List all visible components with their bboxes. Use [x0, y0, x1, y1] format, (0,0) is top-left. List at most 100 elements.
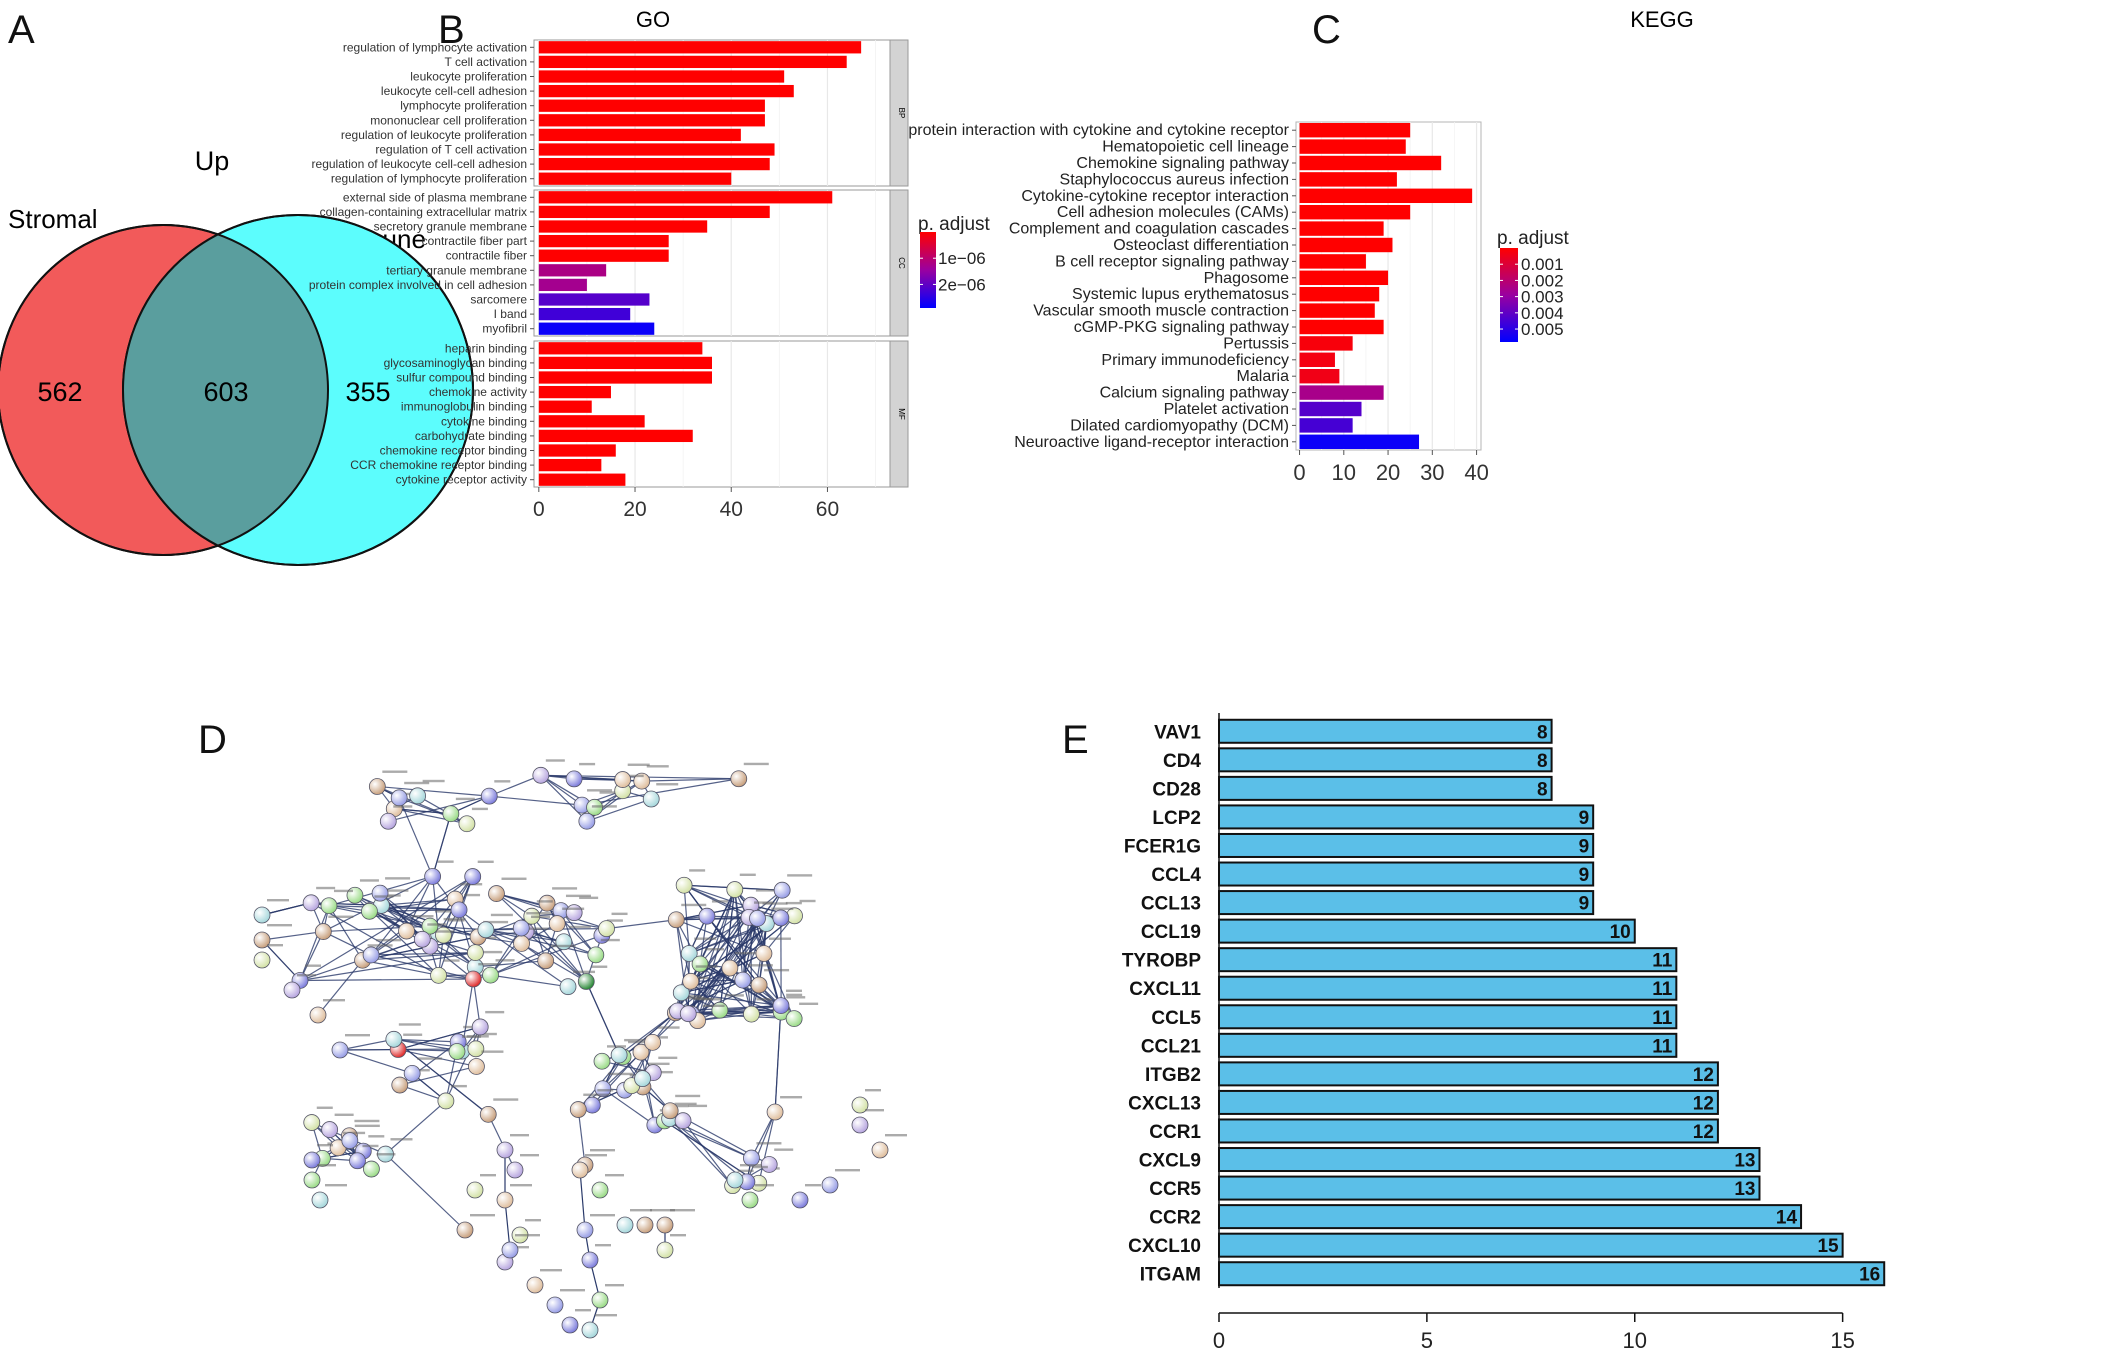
network-node-label-mark [480, 1032, 497, 1036]
network-node [749, 909, 766, 927]
network-node-label-mark [411, 915, 434, 918]
go-category-label: contractile fiber part [422, 234, 528, 248]
go-facet-strip-label: BP [897, 108, 906, 119]
hub-gene-label: ITGAM [1140, 1265, 1201, 1286]
network-node-label-mark [480, 1174, 496, 1177]
network-node-label-mark [386, 889, 409, 892]
go-bar [538, 41, 862, 54]
kegg-legend-label: 0.004 [1521, 304, 1564, 323]
hub-bar-value-label: 13 [1734, 1151, 1755, 1172]
hub-bar-value-label: 8 [1537, 779, 1548, 800]
network-node [632, 1043, 650, 1061]
hub-bar [1218, 1004, 1678, 1030]
kegg-category-label: Staphylococcus aureus infection [1060, 171, 1289, 188]
network-node-label-mark [711, 900, 728, 903]
network-node-label-mark [670, 1234, 686, 1237]
hub-bar [1218, 890, 1595, 916]
network-node-label-mark [403, 1033, 423, 1036]
go-facet-strip [889, 39, 909, 187]
network-node-label-mark [675, 1094, 701, 1098]
hub-gene-label: FCER1G [1124, 836, 1201, 857]
network-node [851, 1116, 869, 1134]
kegg-bar [1299, 434, 1420, 450]
go-bar [538, 99, 765, 112]
network-edge [299, 905, 330, 981]
network-edge [475, 960, 546, 968]
network-edge [540, 774, 588, 822]
network-node [636, 1216, 654, 1234]
network-node [480, 787, 498, 805]
network-node-label-mark [885, 1134, 907, 1137]
go-category-label: regulation of lymphocyte activation [343, 40, 527, 54]
network-node-label-mark [481, 1050, 504, 1053]
go-bar [538, 371, 712, 384]
network-edge [652, 967, 731, 1043]
network-edge [699, 963, 752, 1015]
network-node [467, 1040, 485, 1058]
network-node-label-mark [702, 1004, 725, 1008]
kegg-x-tick-label: 0 [1293, 460, 1305, 485]
go-legend-colorbar [920, 232, 936, 308]
network-edge [399, 1065, 477, 1086]
network-edge [393, 1038, 459, 1043]
network-node [501, 1241, 519, 1259]
network-edge [487, 1114, 516, 1171]
network-node-label-mark [462, 1035, 482, 1038]
network-node-label-mark [695, 965, 718, 968]
go-bar [538, 220, 708, 233]
network-node [587, 946, 605, 964]
network-node-label-mark [624, 1038, 647, 1042]
network-edge [398, 1026, 481, 1051]
network-node-label-mark [681, 903, 707, 907]
network-edge [750, 1111, 776, 1159]
network-node [482, 966, 499, 984]
network-node [471, 1018, 489, 1036]
network-node [675, 876, 693, 894]
kegg-legend-label: 0.005 [1521, 320, 1564, 339]
go-category-label: I band [494, 307, 527, 321]
network-node [591, 1181, 609, 1199]
go-bar [538, 458, 602, 472]
network-node-label-mark [328, 915, 354, 918]
network-node-label-mark [317, 1164, 336, 1167]
go-category-label: carbohydrate binding [415, 429, 527, 443]
network-node-label-mark [799, 899, 816, 903]
network-node [578, 812, 596, 830]
go-category-label: regulation of leukocyte proliferation [341, 128, 527, 142]
network-node-label-mark [583, 1093, 609, 1096]
network-node-label-mark [531, 915, 551, 919]
kegg-category-label: Dilated cardiomyopathy (DCM) [1070, 417, 1289, 434]
network-node [642, 790, 660, 808]
network-edge [339, 1049, 413, 1074]
network-node [726, 1171, 744, 1189]
kegg-bar [1299, 122, 1411, 138]
network-node [409, 787, 427, 805]
network-node-label-mark [485, 1010, 505, 1014]
go-category-label: external side of plasma membrane [343, 190, 527, 204]
go-category-label: protein complex involved in cell adhesio… [309, 278, 527, 292]
go-category-label: collagen-containing extracellular matrix [320, 205, 527, 219]
network-node-label-mark [325, 1184, 347, 1187]
network-node [565, 904, 583, 922]
network-node-label-mark [724, 994, 744, 997]
venn-diagram: Up Stromal Immune 562 603 355 [0, 146, 474, 566]
go-bar [538, 143, 775, 156]
kegg-bar [1299, 303, 1375, 318]
network-edge [490, 927, 522, 976]
go-legend-label: 1e−06 [938, 249, 986, 268]
network-node-label-mark [390, 1138, 413, 1141]
network-node [253, 906, 271, 924]
network-node [488, 885, 505, 902]
network-node-label-mark [755, 889, 775, 892]
network-node-label-mark [693, 997, 713, 1001]
network-node-label-mark [443, 917, 466, 921]
network-node [346, 886, 364, 904]
go-category-label: cytokine binding [441, 414, 527, 428]
network-node-label-mark [606, 919, 623, 922]
kegg-bar [1299, 385, 1384, 400]
kegg-category-label: Calcium signaling pathway [1100, 385, 1289, 402]
network-edge [393, 1038, 489, 1115]
network-node-label-mark [737, 1169, 754, 1173]
network-edge [310, 902, 439, 976]
network-node [435, 926, 452, 944]
